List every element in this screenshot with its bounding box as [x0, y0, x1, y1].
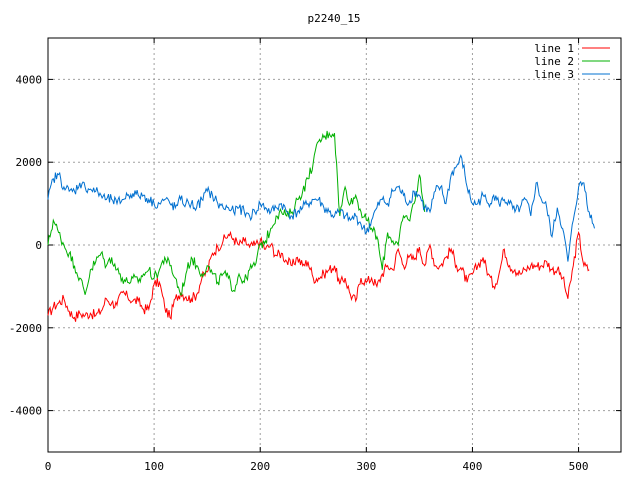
chart-title: p2240_15 [308, 12, 361, 25]
series-line-1 [47, 230, 590, 322]
x-tick-label: 100 [144, 460, 164, 473]
legend-label-1: line 1 [534, 42, 574, 55]
series-line-3 [47, 154, 595, 262]
x-tick-label: 200 [250, 460, 270, 473]
legend-label-3: line 3 [534, 68, 574, 81]
x-tick-label: 400 [463, 460, 483, 473]
y-tick-label: -2000 [9, 322, 42, 335]
x-tick-label: 300 [356, 460, 376, 473]
grid [47, 38, 621, 452]
y-tick-label: -4000 [9, 405, 42, 418]
x-tick-label: 0 [45, 460, 52, 473]
series-group [47, 130, 595, 322]
series-line-2 [47, 130, 426, 296]
legend-label-2: line 2 [534, 55, 574, 68]
x-tick-label: 500 [569, 460, 589, 473]
y-tick-label: 4000 [16, 73, 43, 86]
axis-ticks: 0 100 200 300 400 500 -4000 -2000 0 2000 4000 [9, 38, 621, 473]
y-tick-label: 2000 [16, 156, 43, 169]
y-tick-label: 0 [35, 239, 42, 252]
